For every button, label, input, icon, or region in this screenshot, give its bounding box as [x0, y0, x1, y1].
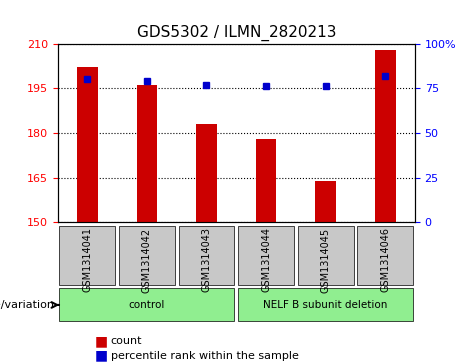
Bar	[136, 85, 157, 223]
FancyBboxPatch shape	[357, 227, 413, 285]
Text: GSM1314043: GSM1314043	[201, 228, 212, 293]
Text: GSM1314045: GSM1314045	[320, 228, 331, 293]
FancyBboxPatch shape	[59, 227, 115, 285]
FancyBboxPatch shape	[178, 227, 235, 285]
Text: genotype/variation: genotype/variation	[0, 300, 54, 310]
FancyBboxPatch shape	[59, 288, 235, 321]
Text: GSM1314046: GSM1314046	[380, 228, 390, 293]
Title: GDS5302 / ILMN_2820213: GDS5302 / ILMN_2820213	[136, 25, 336, 41]
Text: GSM1314041: GSM1314041	[83, 228, 92, 293]
FancyBboxPatch shape	[238, 227, 294, 285]
FancyBboxPatch shape	[298, 227, 354, 285]
FancyBboxPatch shape	[119, 227, 175, 285]
Text: control: control	[129, 300, 165, 310]
Text: GSM1314044: GSM1314044	[261, 228, 271, 293]
Text: count: count	[111, 336, 142, 346]
Bar	[315, 181, 336, 223]
Text: ■: ■	[95, 334, 108, 348]
Text: percentile rank within the sample: percentile rank within the sample	[111, 351, 299, 361]
Text: NELF B subunit deletion: NELF B subunit deletion	[263, 300, 388, 310]
FancyBboxPatch shape	[238, 288, 413, 321]
Bar	[375, 49, 396, 223]
Text: ■: ■	[95, 349, 108, 363]
Bar	[77, 68, 98, 223]
Bar	[196, 124, 217, 223]
Bar	[255, 139, 277, 223]
Text: GSM1314042: GSM1314042	[142, 228, 152, 293]
